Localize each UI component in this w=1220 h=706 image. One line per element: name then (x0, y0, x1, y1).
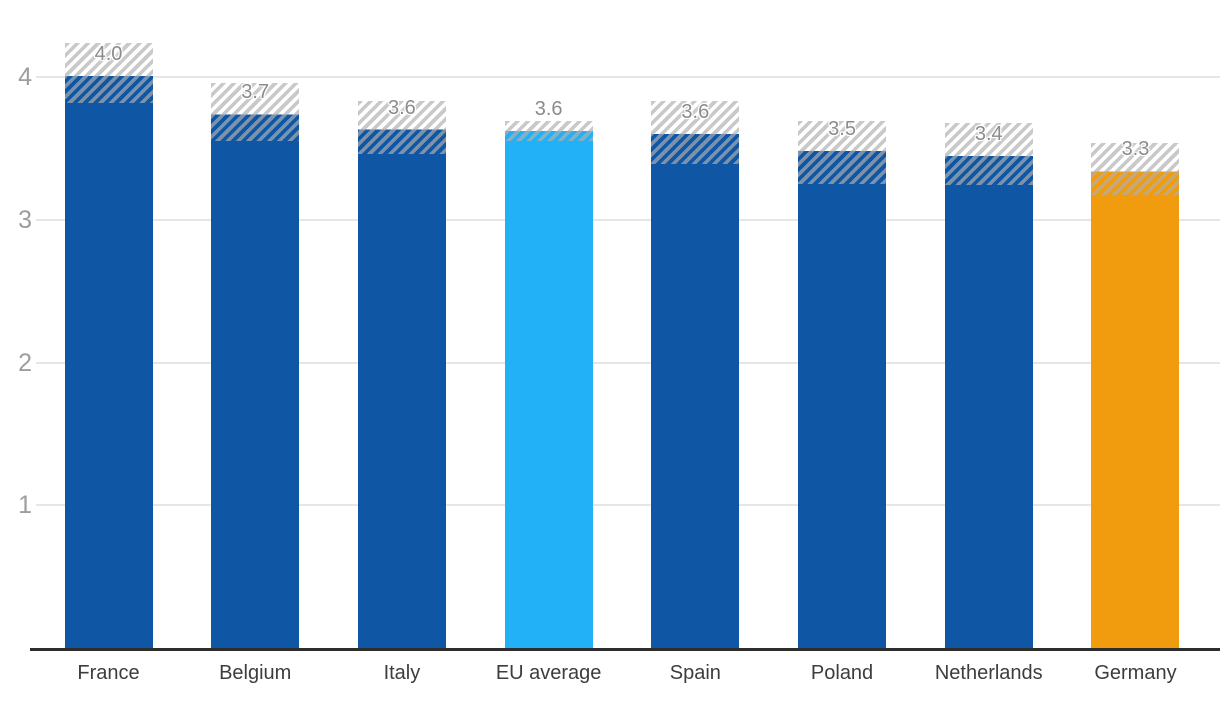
uncertainty-band-belgium (211, 82, 300, 142)
bar-italy (357, 154, 446, 648)
value-label-spain: 3.6 (681, 101, 710, 124)
bar-spain (651, 164, 740, 648)
x-axis-line (30, 648, 1220, 651)
x-label-spain: Spain (669, 662, 721, 684)
bar-netherlands (944, 185, 1033, 648)
uncertainty-band-netherlands (944, 122, 1033, 186)
x-label-germany: Germany (1094, 662, 1177, 684)
x-label-france: France (77, 662, 140, 684)
value-label-poland: 3.5 (828, 118, 856, 141)
gridline-2 (36, 361, 1220, 364)
gridline-4 (36, 76, 1220, 78)
y-tick-label-2: 2 (18, 348, 32, 377)
value-label-germany: 3.3 (1121, 138, 1150, 161)
value-label-netherlands: 3.4 (974, 122, 1003, 145)
uncertainty-band-france (64, 42, 153, 103)
bar-poland (798, 184, 887, 648)
x-label-netherlands: Netherlands (934, 662, 1043, 684)
value-label-belgium: 3.7 (241, 81, 270, 104)
y-tick-label-3: 3 (18, 205, 32, 234)
x-label-belgium: Belgium (219, 662, 292, 684)
uncertainty-band-germany (1091, 142, 1180, 196)
x-label-eu-average: EU average (495, 662, 602, 684)
uncertainty-band-spain (651, 101, 740, 165)
bar-eu-average (504, 141, 593, 648)
uncertainty-band-eu-average (504, 121, 593, 142)
bar-belgium (211, 141, 300, 648)
gridline-1 (36, 504, 1220, 507)
y-tick-label-4: 4 (18, 63, 32, 91)
x-label-poland: Poland (810, 662, 874, 684)
value-label-france: 4.0 (94, 42, 123, 65)
y-tick-label-1: 1 (18, 491, 32, 520)
gridline-3 (36, 218, 1220, 221)
uncertainty-band-poland (798, 121, 887, 185)
value-label-italy: 3.6 (388, 96, 416, 119)
bar-germany (1091, 195, 1180, 648)
value-label-eu-average: 3.6 (534, 98, 563, 121)
uncertainty-band-italy (357, 101, 446, 155)
x-label-italy: Italy (383, 662, 421, 684)
bar-france (64, 102, 153, 648)
